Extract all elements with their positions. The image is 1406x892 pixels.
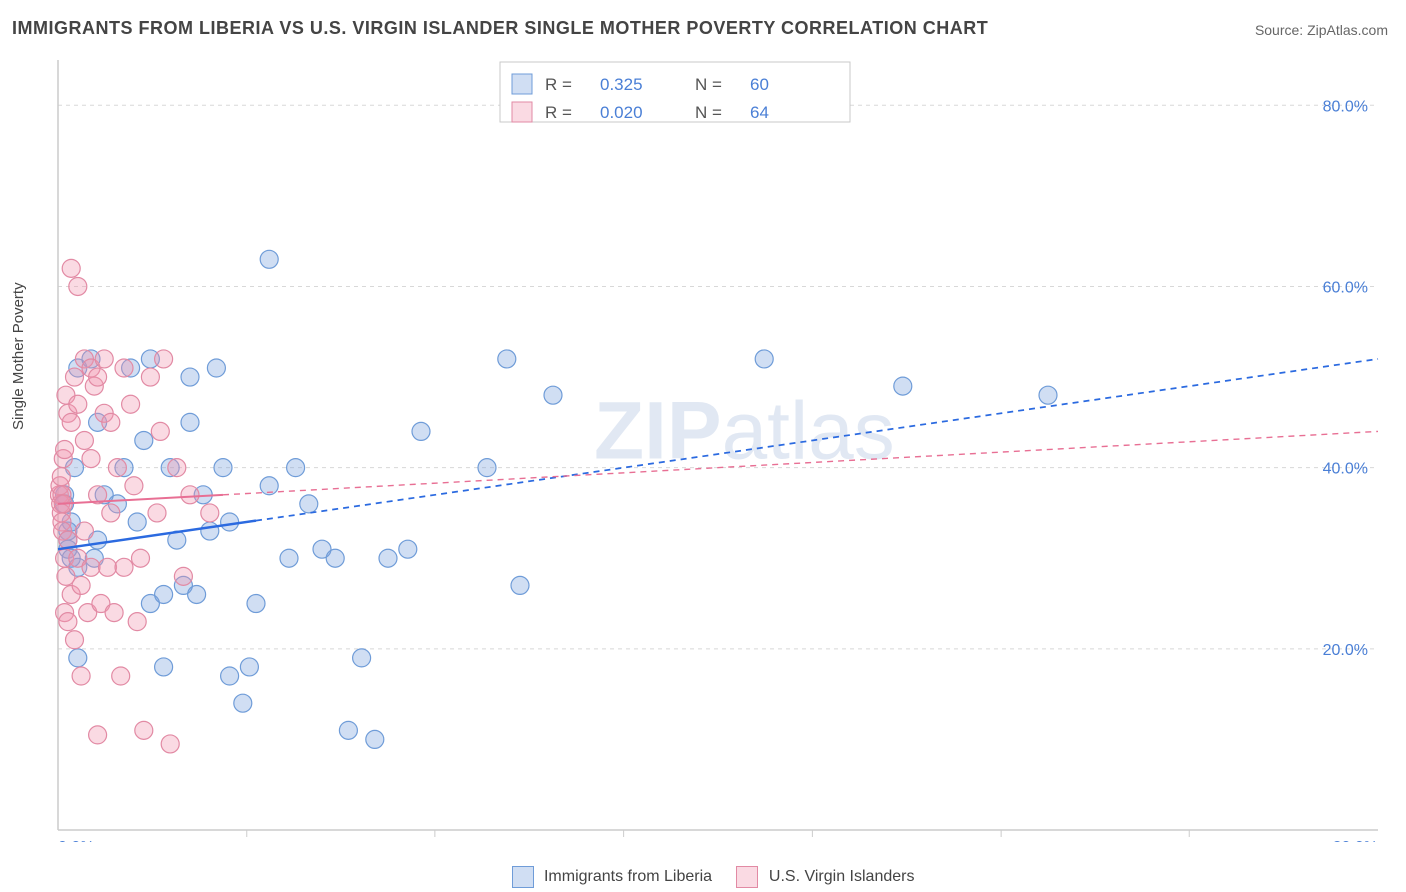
svg-text:64: 64 [750, 103, 769, 122]
legend-label-liberia: Immigrants from Liberia [544, 868, 712, 885]
svg-text:40.0%: 40.0% [1323, 461, 1368, 478]
source-attribution: Source: ZipAtlas.com [1255, 22, 1388, 38]
legend-swatch-liberia [512, 866, 534, 888]
source-prefix: Source: [1255, 22, 1307, 38]
svg-text:60.0%: 60.0% [1323, 279, 1368, 296]
svg-text:0.0%: 0.0% [58, 839, 94, 842]
svg-text:N =: N = [695, 103, 722, 122]
svg-text:0.325: 0.325 [600, 75, 643, 94]
svg-text:80.0%: 80.0% [1323, 98, 1368, 115]
bottom-legend: Immigrants from Liberia U.S. Virgin Isla… [0, 866, 1406, 888]
scatter-chart: 20.0% 40.0% 60.0% 80.0% 0.0% 20.0% ZIPatlas R =… [50, 52, 1390, 842]
chart-container: 20.0% 40.0% 60.0% 80.0% 0.0% 20.0% ZIPatlas R =… [50, 52, 1390, 842]
legend-swatch-virgin-islanders [736, 866, 758, 888]
svg-text:N =: N = [695, 75, 722, 94]
y-axis-label: Single Mother Poverty [10, 282, 27, 430]
legend-label-virgin-islanders: U.S. Virgin Islanders [769, 868, 915, 885]
svg-text:0.020: 0.020 [600, 103, 643, 122]
svg-text:20.0%: 20.0% [1323, 642, 1368, 659]
chart-title: IMMIGRANTS FROM LIBERIA VS U.S. VIRGIN I… [12, 18, 988, 39]
svg-text:60: 60 [750, 75, 769, 94]
svg-text:R =: R = [545, 103, 572, 122]
svg-text:ZIPatlas: ZIPatlas [594, 386, 895, 477]
svg-text:20.0%: 20.0% [1333, 839, 1378, 842]
svg-text:R =: R = [545, 75, 572, 94]
source-link[interactable]: ZipAtlas.com [1307, 22, 1388, 38]
